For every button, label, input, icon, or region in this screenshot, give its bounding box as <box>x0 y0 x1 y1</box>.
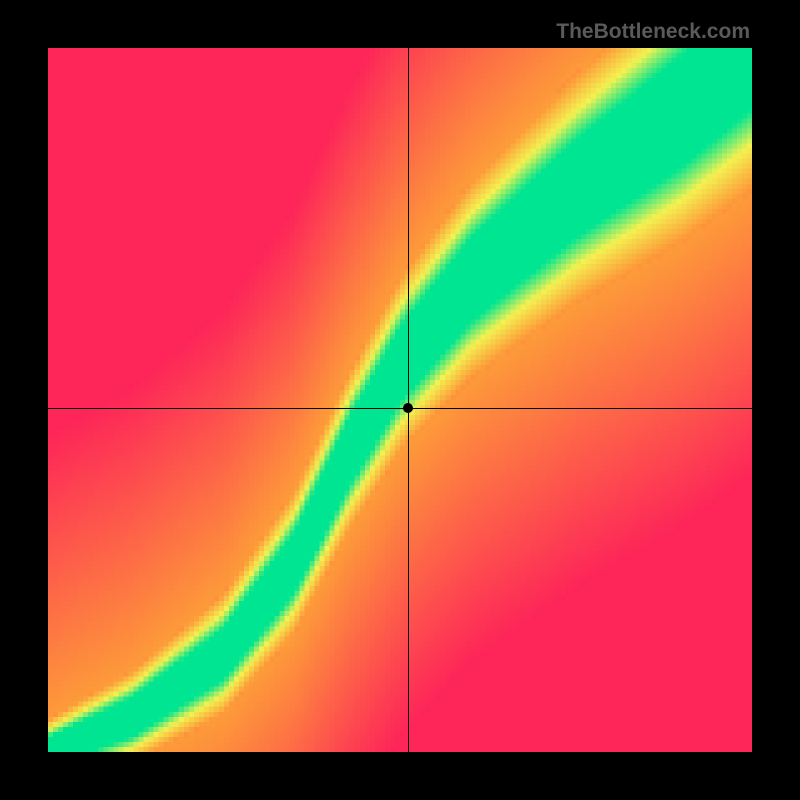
watermark-label: TheBottleneck.com <box>556 20 750 44</box>
crosshair-horizontal <box>48 408 752 409</box>
crosshair-vertical <box>408 48 409 752</box>
crosshair-marker <box>403 403 413 413</box>
chart-frame: TheBottleneck.com <box>0 0 800 800</box>
plot-area <box>48 48 752 752</box>
heatmap-canvas <box>48 48 752 752</box>
